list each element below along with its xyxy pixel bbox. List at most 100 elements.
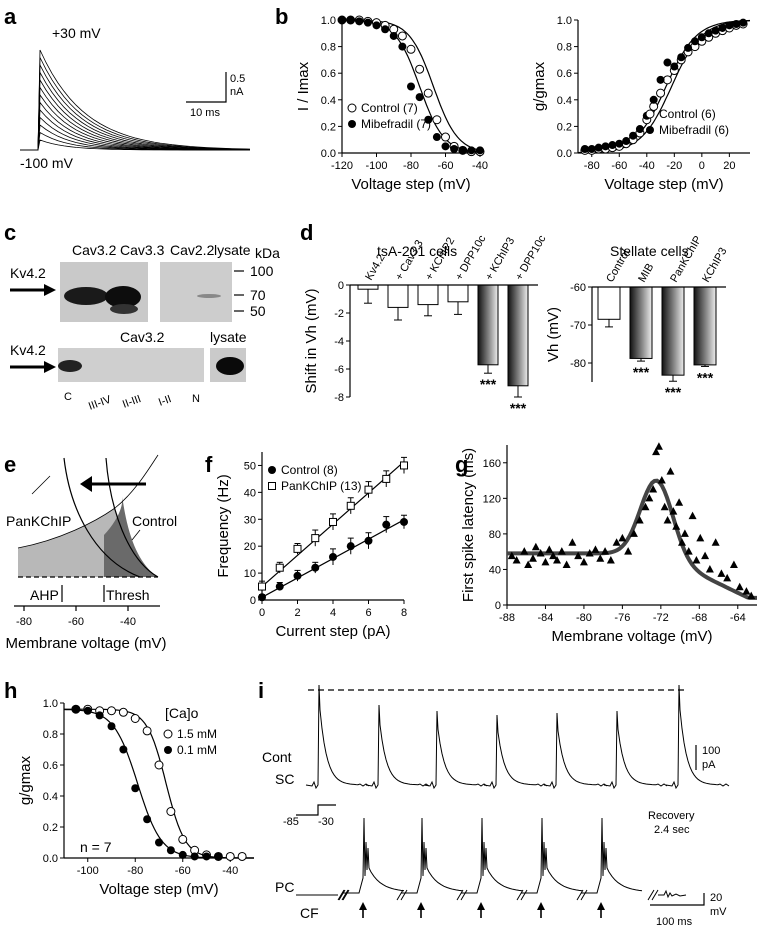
control-leader	[131, 529, 141, 541]
pc-complex-spike-trace	[401, 817, 463, 894]
blot-band-lysate	[197, 294, 221, 298]
f-xtick-label: 8	[401, 607, 407, 619]
blot-bottom-left	[58, 348, 204, 382]
b2-point-b	[677, 53, 686, 62]
f-point-b	[329, 517, 337, 526]
panel-b: b -120 -100 -80 -60 -40 0.0 0.2 0.4 0.6 0.8 1.0 Vol…	[275, 4, 751, 193]
blot-band-cav33	[105, 286, 141, 308]
b1-legend-label: Mibefradil (7)	[361, 117, 431, 131]
scale-time-label: 10 ms	[190, 107, 220, 119]
g-point-a	[545, 545, 554, 553]
h-point-a	[107, 706, 116, 716]
f-point-a	[258, 593, 266, 602]
b1-point-a	[397, 31, 407, 41]
b2-legend-label: Mibefradil (6)	[659, 123, 729, 137]
g-point-a	[549, 551, 558, 560]
b2-point-b	[594, 143, 603, 152]
panel-a-scale-bar	[186, 72, 227, 103]
panel-h-chart: -100 -80 -60 -40 0.0 0.2 0.4 0.6 0.8 1.0 Voltage s…	[17, 698, 254, 898]
current-trace	[20, 93, 250, 151]
panel-h: h -100 -80 -60 -40 0.0 0.2 0.4 0.6 0.8 1.0 Voltage…	[4, 678, 254, 898]
cf-stimulus-arrow-head	[359, 902, 367, 910]
lane-n: N	[192, 393, 200, 405]
recovery-line1: Recovery	[648, 810, 695, 822]
g-point-a	[669, 507, 678, 515]
g-point-a	[512, 556, 521, 564]
sc-current-trace	[305, 684, 370, 790]
g-point-a	[696, 533, 705, 542]
g-point-a	[680, 529, 689, 537]
d2-ytick-label: -60	[570, 282, 586, 294]
row-label-cf: CF	[300, 905, 319, 921]
f-xtick-label: 6	[365, 607, 371, 619]
pankchip-curve	[63, 457, 141, 578]
f-point-a	[400, 517, 408, 526]
h-xtick-label: -60	[175, 865, 191, 877]
b2-point-b	[670, 62, 679, 71]
g-point-a	[652, 447, 661, 456]
g-point-a	[645, 493, 654, 502]
arrow-bottom-head	[44, 361, 56, 373]
g-point-a	[618, 533, 627, 542]
d2-category-label: KChIP3	[700, 246, 729, 285]
b1-point-b	[432, 133, 441, 142]
b1-point-b	[450, 145, 459, 154]
f-ylabel: Frequency (Hz)	[215, 474, 232, 577]
scale-current-value: 0.5	[230, 73, 245, 85]
g-point-a	[528, 554, 537, 562]
lane-label-cav22: Cav2.2	[170, 242, 215, 258]
pc-complex-spike-trace	[343, 817, 405, 894]
step-to-label: -30	[318, 816, 334, 828]
g-point-a	[649, 484, 658, 493]
panel-d: d tsA-201 cells Stellate cells 0 -2 -4 -6 -8…	[300, 220, 730, 416]
h-ytick-label: 0.8	[43, 729, 58, 741]
b2-legend-label: Control (6)	[659, 107, 716, 121]
panel-d-left-title: tsA-201 cells	[377, 243, 457, 259]
g-ytick-label: 0	[495, 600, 501, 612]
kda-mark-70: 70	[250, 287, 266, 303]
panel-e-xlabel: Membrane voltage (mV)	[6, 635, 167, 652]
g-point-a	[654, 442, 663, 450]
g-xtick-label: -88	[499, 612, 515, 624]
scale-sc-unit: pA	[702, 759, 716, 771]
g-point-a	[729, 560, 738, 568]
scale-sc-value: 100	[702, 745, 720, 757]
g-point-a	[629, 529, 638, 537]
b1-point-b	[458, 146, 467, 155]
bottom-voltage-label: -100 mV	[20, 155, 74, 171]
g-xtick-label: -76	[614, 612, 630, 624]
d1-ytick-label: -8	[334, 392, 344, 404]
axis-break	[396, 889, 408, 901]
axis-break	[576, 889, 588, 901]
g-ytick-label: 80	[489, 529, 501, 541]
panel-c-label: c	[4, 220, 16, 245]
panel-b-left-chart: -120 -100 -80 -60 -40 0.0 0.2 0.4 0.6 0.8 1.0 Volta…	[295, 15, 488, 193]
b2-point-b	[649, 95, 658, 104]
f-point-a	[329, 552, 337, 561]
panel-g-label: g	[455, 452, 468, 477]
g-point-a	[520, 547, 529, 555]
g-point-a	[666, 467, 675, 475]
d1-ytick-label: 0	[338, 280, 344, 292]
g-point-a	[672, 522, 681, 530]
d1-bar	[507, 284, 529, 387]
g-point-a	[568, 538, 577, 546]
d1-bar	[477, 284, 499, 366]
axis-break	[456, 889, 468, 901]
g-point-a	[711, 538, 720, 546]
f-legend-marker	[268, 482, 276, 490]
d1-category-label: + KChIP3	[483, 235, 517, 282]
f-point-b	[293, 544, 302, 553]
b1-point-b	[424, 115, 433, 124]
b2-point-b	[635, 125, 644, 134]
b1-ytick-label: 0.4	[321, 95, 336, 107]
f-point-b	[364, 485, 373, 494]
recovery-line2: 2.4 sec	[654, 824, 690, 836]
g-ytick-label: 120	[483, 493, 501, 505]
g-point-a	[624, 547, 633, 555]
label-pankchip: PanKChIP	[6, 513, 71, 529]
h-point-a	[118, 707, 128, 717]
lane-i-ii: I-II	[157, 393, 173, 409]
h-point-b	[107, 722, 116, 731]
bottom-lysate: lysate	[210, 329, 247, 345]
